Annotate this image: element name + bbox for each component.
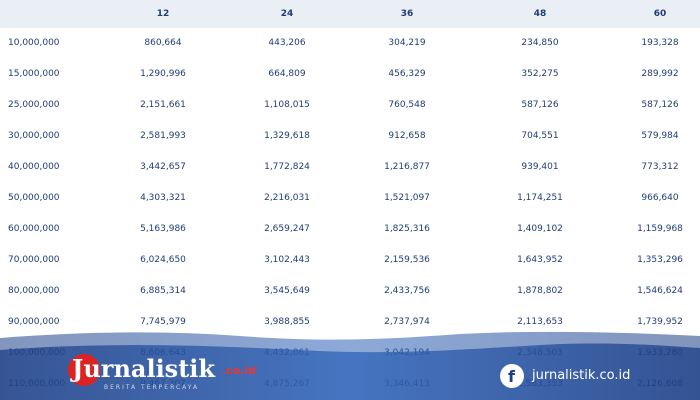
cell: 1,825,316 bbox=[384, 224, 430, 234]
cell: 1,878,802 bbox=[517, 286, 563, 296]
cell: 3,102,443 bbox=[264, 255, 310, 265]
cell: 2,433,756 bbox=[384, 286, 430, 296]
cell: 2,159,536 bbox=[384, 255, 430, 265]
cell: 7,745,979 bbox=[140, 317, 186, 327]
row-label: 90,000,000 bbox=[8, 317, 60, 327]
cell: 1,108,015 bbox=[264, 100, 310, 110]
cell: 587,126 bbox=[641, 100, 679, 110]
cell: 860,664 bbox=[144, 38, 182, 48]
cell: 1,409,102 bbox=[517, 224, 563, 234]
facebook-icon bbox=[500, 364, 524, 388]
row-label: 80,000,000 bbox=[8, 286, 60, 296]
cell: 1,772,824 bbox=[264, 162, 310, 172]
row-label: 70,000,000 bbox=[8, 255, 60, 265]
cell: 1,739,952 bbox=[637, 317, 683, 327]
logo-icon bbox=[68, 354, 100, 386]
cell: 3,988,855 bbox=[264, 317, 310, 327]
row-label: 10,000,000 bbox=[8, 38, 60, 48]
cell: 966,640 bbox=[641, 193, 679, 203]
cell: 6,024,650 bbox=[140, 255, 186, 265]
cell: 2,216,031 bbox=[264, 193, 310, 203]
cell: 587,126 bbox=[521, 100, 559, 110]
tagline: BERITA TERPERCAYA bbox=[104, 384, 200, 391]
cell: 4,303,321 bbox=[140, 193, 186, 203]
cell: 193,328 bbox=[641, 38, 679, 48]
header-cell: 12 bbox=[156, 9, 170, 19]
cell: 704,551 bbox=[521, 131, 559, 141]
cell: 3,545,649 bbox=[264, 286, 310, 296]
cell: 2,581,993 bbox=[140, 131, 186, 141]
cell: 456,329 bbox=[388, 69, 426, 79]
cell: 234,850 bbox=[521, 38, 559, 48]
cell: 1,216,877 bbox=[384, 162, 430, 172]
logo: Jurnalistik bbox=[72, 354, 216, 383]
cell: 1,159,968 bbox=[637, 224, 683, 234]
header-row bbox=[0, 0, 700, 28]
header-cell: 36 bbox=[400, 9, 414, 19]
cell: 2,113,653 bbox=[517, 317, 563, 327]
cell: 6,885,314 bbox=[140, 286, 186, 296]
row-label: 40,000,000 bbox=[8, 162, 60, 172]
cell: 5,163,986 bbox=[140, 224, 186, 234]
cell: 2,737,974 bbox=[384, 317, 430, 327]
header-cell: 60 bbox=[653, 9, 667, 19]
cell: 912,658 bbox=[388, 131, 426, 141]
cell: 2,659,247 bbox=[264, 224, 310, 234]
cell: 939,401 bbox=[521, 162, 559, 172]
cell: 352,275 bbox=[521, 69, 559, 79]
cell: 1,643,952 bbox=[517, 255, 563, 265]
cell: 760,548 bbox=[388, 100, 426, 110]
cell: 773,312 bbox=[641, 162, 679, 172]
cell: 1,521,097 bbox=[384, 193, 430, 203]
cell: 443,206 bbox=[268, 38, 306, 48]
header-cell: 48 bbox=[533, 9, 547, 19]
cell: 1,290,996 bbox=[140, 69, 186, 79]
cell: 579,984 bbox=[641, 131, 679, 141]
cell: 664,809 bbox=[268, 69, 306, 79]
social-handle[interactable]: jurnalistik.co.id bbox=[532, 368, 631, 383]
row-label: 15,000,000 bbox=[8, 69, 60, 79]
cell: 3,442,657 bbox=[140, 162, 186, 172]
row-label: 25,000,000 bbox=[8, 100, 60, 110]
banner-wave bbox=[0, 343, 700, 400]
cell: 1,353,296 bbox=[637, 255, 683, 265]
cell: 304,219 bbox=[388, 38, 426, 48]
header-cell: 24 bbox=[280, 9, 294, 19]
cell: 1,329,618 bbox=[264, 131, 310, 141]
facebook-f: f bbox=[508, 367, 516, 386]
cell: 289,992 bbox=[641, 69, 679, 79]
cell: 2,151,661 bbox=[140, 100, 186, 110]
cell: 1,174,251 bbox=[517, 193, 563, 203]
logo-suffix: .co.id bbox=[222, 364, 257, 377]
row-label: 50,000,000 bbox=[8, 193, 60, 203]
row-label: 60,000,000 bbox=[8, 224, 60, 234]
cell: 1,546,624 bbox=[637, 286, 683, 296]
row-label: 30,000,000 bbox=[8, 131, 60, 141]
